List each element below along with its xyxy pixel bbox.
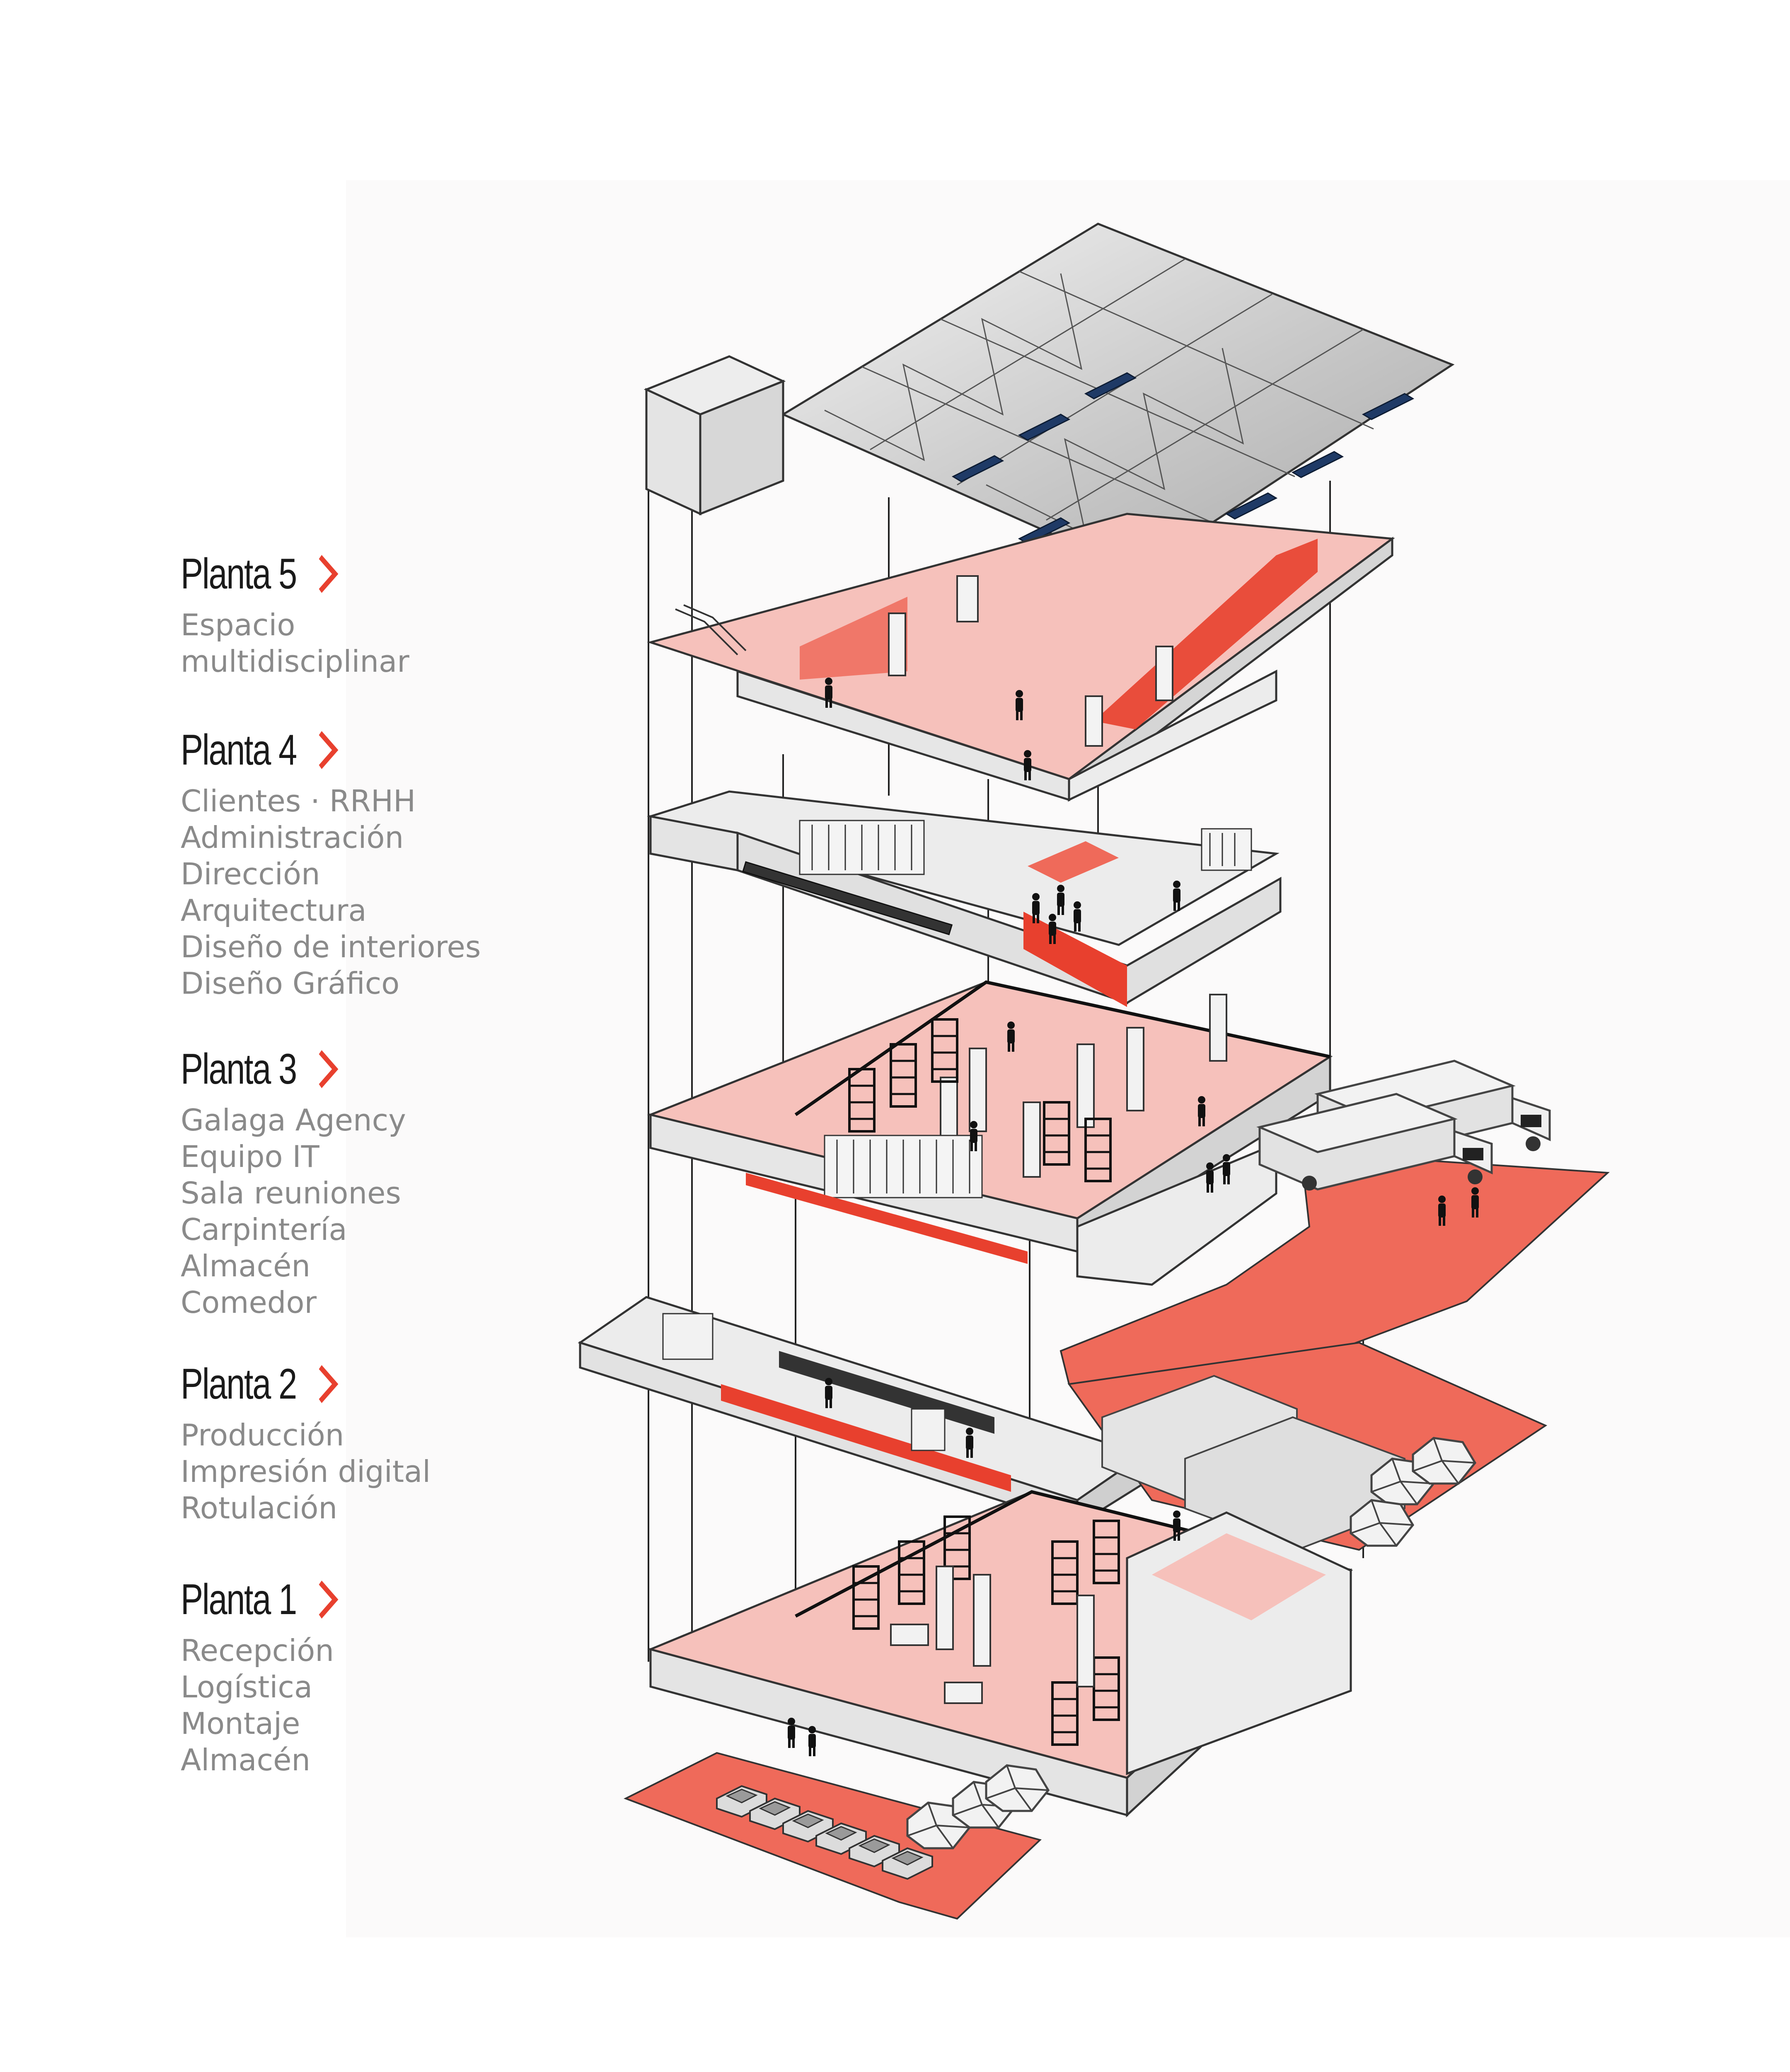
floor-title-text: Planta 4 bbox=[181, 726, 297, 774]
floor-entry-3[interactable]: Planta 3 Galaga Agency Equipo IT Sala re… bbox=[181, 1042, 406, 1321]
floor-use: Clientes · RRHH bbox=[181, 784, 416, 818]
floor-use: Montaje bbox=[181, 1706, 300, 1741]
chevron-right-icon[interactable] bbox=[316, 1577, 340, 1622]
chevron-right-icon[interactable] bbox=[316, 1046, 340, 1092]
floor-use: Galaga Agency bbox=[181, 1103, 406, 1138]
floor-use: Sala reuniones bbox=[181, 1176, 401, 1210]
floor-entry-4[interactable]: Planta 4 Clientes · RRHH Administración … bbox=[181, 723, 481, 1002]
floor-entry-2[interactable]: Planta 2 Producción Impresión digital Ro… bbox=[181, 1357, 431, 1526]
floor-use: Recepción bbox=[181, 1633, 334, 1668]
floor-use: Logística bbox=[181, 1670, 313, 1704]
floor-use: Comedor bbox=[181, 1285, 317, 1320]
level-4 bbox=[647, 790, 1282, 1007]
floor-title: Planta 5 bbox=[181, 547, 359, 601]
floor-title: Planta 1 bbox=[181, 1573, 340, 1627]
floor-title-text: Planta 2 bbox=[181, 1360, 297, 1408]
floor-use: Diseño de interiores bbox=[181, 929, 481, 964]
floor-title-text: Planta 3 bbox=[181, 1045, 297, 1093]
floor-use: Dirección bbox=[181, 857, 320, 891]
floor-use: Espacio bbox=[181, 608, 295, 642]
level-3 bbox=[647, 980, 1333, 1286]
floor-title: Planta 2 bbox=[181, 1357, 376, 1411]
floor-title: Planta 3 bbox=[181, 1042, 356, 1096]
floor-legend: Planta 5 Espacio multidisciplinar Planta… bbox=[181, 0, 678, 1823]
floor-use: Impresión digital bbox=[181, 1454, 431, 1489]
floor-use: Almacén bbox=[181, 1743, 311, 1777]
level-5 bbox=[647, 513, 1395, 802]
roof bbox=[643, 223, 1455, 573]
floor-entry-1[interactable]: Planta 1 Recepción Logística Montaje Alm… bbox=[181, 1573, 385, 1778]
chevron-right-icon[interactable] bbox=[316, 1361, 340, 1407]
floor-title: Planta 4 bbox=[181, 723, 415, 777]
floor-entry-5[interactable]: Planta 5 Espacio multidisciplinar bbox=[181, 547, 409, 680]
chevron-right-icon[interactable] bbox=[316, 727, 340, 773]
floor-use: Diseño Gráfico bbox=[181, 966, 400, 1001]
floor-title-text: Planta 1 bbox=[181, 1575, 297, 1624]
floor-use: Administración bbox=[181, 820, 404, 855]
floor-use: Carpintería bbox=[181, 1212, 347, 1247]
chevron-right-icon[interactable] bbox=[316, 551, 340, 597]
floor-use: Rotulación bbox=[181, 1491, 338, 1525]
floor-use: multidisciplinar bbox=[181, 644, 409, 679]
floor-use: Almacén bbox=[181, 1249, 311, 1283]
floor-use: Arquitectura bbox=[181, 893, 367, 928]
floor-use: Equipo IT bbox=[181, 1139, 319, 1174]
floor-title-text: Planta 5 bbox=[181, 549, 297, 598]
floor-use: Producción bbox=[181, 1418, 344, 1452]
